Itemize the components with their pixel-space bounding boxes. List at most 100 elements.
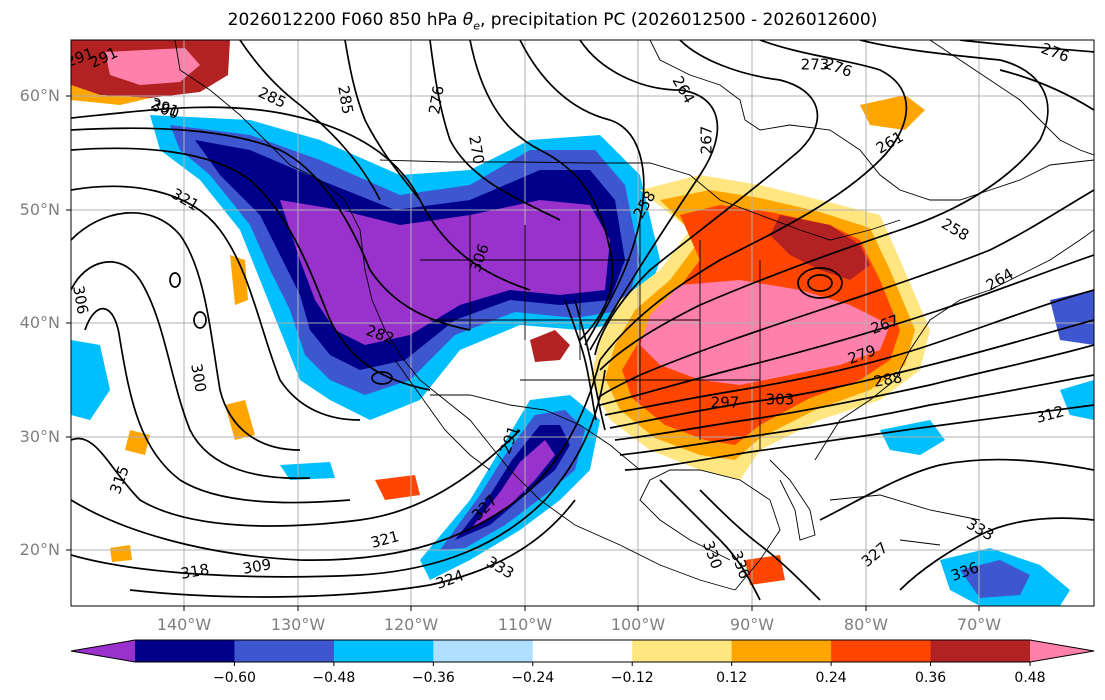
border-us-mexico: [430, 394, 641, 471]
contour-closed: [371, 371, 393, 385]
lat-label-30n: 30°N: [20, 427, 60, 446]
coastlines-and-borders: [174, 40, 1094, 591]
contour-line: [429, 40, 561, 221]
contour-line: [614, 344, 1094, 441]
colorbar-cell: [234, 640, 335, 662]
shade-blue-pac: [280, 462, 335, 480]
shade-blue-east-edge: [1050, 290, 1094, 345]
contour-line: [71, 127, 471, 331]
colorbar-outline: [70, 639, 1095, 663]
longitude-axis: 140°W 130°W 120°W 110°W 100°W 90°W 80°W …: [157, 606, 1001, 634]
lat-label-40n: 40°N: [20, 313, 60, 332]
colorbar-extend-low: [71, 640, 135, 662]
contour-line: [71, 106, 531, 291]
contour-line: [71, 429, 521, 527]
contour-line: [999, 69, 1094, 111]
shade-west-coast-blue: [71, 340, 110, 420]
contour-label: 306: [69, 284, 92, 315]
contour-line: [609, 319, 1094, 429]
colorbar-cell: [930, 640, 1031, 662]
shade-pink-sw-mex: [530, 330, 570, 362]
shade-orange-mex: [375, 475, 420, 500]
coastline-pacific-nw: [174, 40, 736, 591]
coastline-atlantic: [814, 229, 1094, 461]
colorbar-tick-label: 0.48: [1014, 670, 1045, 686]
contour-label: 297: [711, 394, 740, 412]
contour-closed: [169, 272, 181, 288]
contour-line: [84, 307, 351, 504]
contour-line: [699, 489, 821, 601]
coastline-gulf: [639, 469, 781, 591]
shade-lightblue-east-edge: [1060, 380, 1094, 420]
contour-line: [71, 147, 431, 391]
colorbar-tick-label: 0.12: [716, 670, 747, 686]
contour-line: [599, 254, 1094, 406]
lat-label-60n: 60°N: [20, 86, 60, 105]
contour-line: [599, 40, 908, 361]
colorbar-tick-label: −0.60: [213, 670, 256, 686]
border-states-a: [420, 210, 761, 450]
shade-orange-ne: [860, 95, 925, 130]
colorbar-cell: [433, 640, 534, 662]
coastline-hudson-bay: [649, 40, 1094, 201]
chart-title: 2026012200 F060 850 hPa θe, precipitatio…: [0, 10, 1105, 32]
colorbar-tick-label: 0.36: [915, 670, 946, 686]
precipitation-shading: [71, 40, 1094, 606]
title-theta-subscript: e: [473, 19, 480, 33]
colorbar-tick-label: −0.12: [611, 670, 654, 686]
coastline-labrador: [929, 40, 1094, 156]
contour-line: [959, 40, 1094, 53]
contour-line: [344, 40, 421, 201]
contour-line: [564, 299, 597, 421]
shade-pink-nw: [105, 48, 200, 85]
colorbar-extend-high: [1030, 640, 1094, 662]
graticule: [71, 40, 1094, 606]
contour-label: 276: [425, 84, 448, 115]
shade-purple-band: [280, 200, 610, 345]
coastline-florida: [769, 459, 816, 541]
shade-navy-se2: [960, 560, 1030, 598]
colorbar-tick-label: −0.36: [412, 670, 455, 686]
lat-label-50n: 50°N: [20, 200, 60, 219]
colorbar-tick-label: −0.48: [312, 670, 355, 686]
shade-pink-east: [640, 280, 890, 385]
contour-label: 303: [766, 391, 795, 409]
shade-purple-sw: [470, 440, 555, 530]
contour-closed: [797, 267, 843, 299]
contour-line: [71, 369, 606, 578]
contour-label: 309: [241, 555, 272, 578]
contour-line: [604, 289, 1094, 416]
colorbar-cell: [532, 640, 633, 662]
contour-line: [519, 40, 645, 346]
contour-label: 267: [698, 126, 716, 155]
shade-orange-pac3: [125, 430, 150, 455]
contour-line: [469, 40, 614, 341]
contour-line: [574, 299, 606, 431]
title-run: 2026012200 F060 850 hPa: [227, 10, 463, 30]
shade-orange-pac1: [230, 255, 248, 305]
lon-label-100w: 100°W: [611, 615, 666, 634]
contour-line: [599, 40, 1049, 371]
contour-line: [71, 359, 601, 561]
contour-closed: [807, 274, 833, 292]
colorbar-cells: [71, 640, 1094, 662]
contour-label: 270: [465, 134, 488, 165]
contour-line: [239, 40, 381, 201]
coastline-caribbean: [829, 494, 981, 546]
contour-line: [899, 517, 1094, 591]
colorbar: −0.60 −0.48 −0.36 −0.24 −0.12 0.12 0.24 0.36 0.4…: [70, 639, 1095, 686]
colorbar-cell: [632, 640, 733, 662]
contour-line: [71, 261, 311, 480]
shade-orange-gulf: [745, 555, 785, 585]
contour-line: [819, 458, 1094, 521]
title-rest: , precipitation PC (2026012500 - 2026012…: [479, 10, 878, 30]
contour-line: [579, 40, 719, 351]
shade-orange-pac2: [225, 400, 255, 440]
lon-label-80w: 80°W: [844, 615, 888, 634]
lon-label-90w: 90°W: [730, 615, 774, 634]
border-us-canada: [379, 159, 901, 241]
lon-label-120w: 120°W: [384, 615, 439, 634]
lat-label-20n: 20°N: [20, 540, 60, 559]
